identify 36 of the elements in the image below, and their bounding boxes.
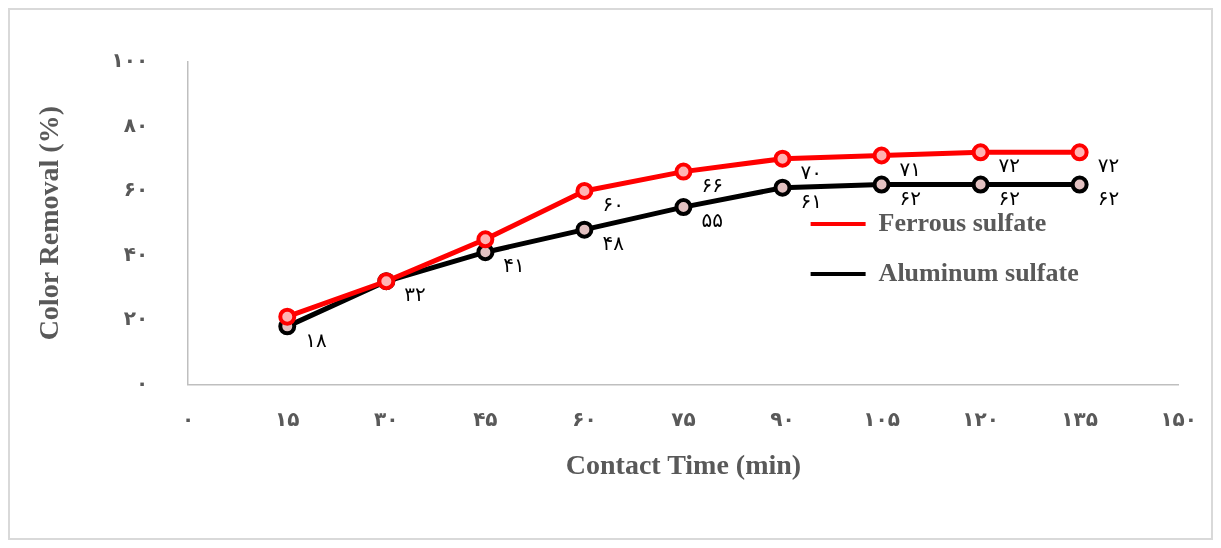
data-label: ۷۱: [899, 156, 922, 181]
data-label: ۷۰: [800, 159, 822, 184]
x-tick-label: ۱۳۵: [1061, 406, 1098, 431]
y-tick-label: ۸۰: [123, 112, 149, 137]
data-label: ۶۶: [701, 172, 723, 197]
y-tick-label: ۴۰: [123, 241, 149, 266]
x-tick-label: ۴۵: [473, 406, 498, 431]
x-tick-label: ۹۰: [770, 406, 795, 431]
x-tick-label: ۱۵۰: [1160, 406, 1197, 431]
x-tick-label: ۰: [182, 406, 195, 431]
x-tick-label: ۱۰۵: [863, 406, 900, 431]
y-axis-title: Color Removal (%): [33, 106, 65, 341]
data-label: ۴۸: [602, 230, 625, 255]
data-label: ۳۲: [404, 282, 426, 307]
legend-label: Ferrous sulfate: [878, 207, 1047, 237]
x-tick-label: ۱۵: [275, 406, 300, 431]
y-tick-label: ۰: [136, 370, 149, 395]
x-tick-label: ۱۲۰: [962, 406, 999, 431]
data-label: ۶۲: [899, 185, 922, 210]
x-tick-label: ۳۰: [374, 406, 399, 431]
data-label: ۶۱: [800, 188, 822, 213]
data-label: ۷۲: [1097, 153, 1120, 178]
legend-label: Aluminum sulfate: [878, 257, 1079, 287]
data-label: ۴۱: [503, 253, 525, 278]
data-label: ۶۲: [1097, 185, 1120, 210]
y-tick-label: ۲۰: [123, 306, 149, 331]
x-tick-label: ۶۰: [572, 406, 597, 431]
x-axis-title: Contact Time (min): [565, 449, 802, 481]
data-label: ۷۲: [998, 153, 1021, 178]
data-label: ۶۲: [998, 185, 1021, 210]
data-label: ۶۰: [602, 192, 624, 217]
x-tick-label: ۷۵: [671, 406, 696, 431]
y-tick-label: ۱۰۰: [111, 48, 149, 73]
data-label: ۵۵: [701, 208, 723, 233]
y-tick-label: ۶۰: [123, 177, 149, 202]
data-label: ۱۸: [305, 327, 328, 352]
